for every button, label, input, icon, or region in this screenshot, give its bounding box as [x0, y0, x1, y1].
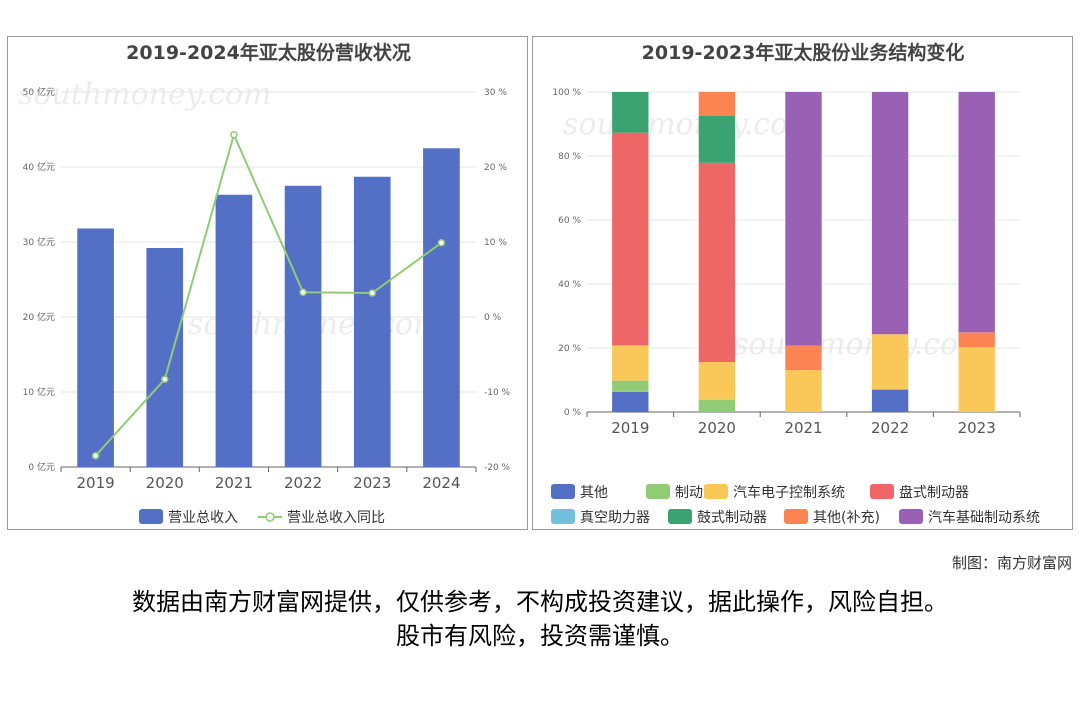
y-tick-label: 0 %	[564, 408, 582, 418]
revenue-bar	[146, 248, 184, 467]
x-tick-label: 2021	[215, 474, 253, 492]
stack-segment	[698, 92, 736, 116]
y-left-tick-label: 30 亿元	[23, 236, 55, 248]
x-tick-label: 2022	[284, 474, 322, 492]
legend-label: 鼓式制动器	[697, 510, 767, 526]
y-right-tick-label: -10 %	[484, 388, 511, 398]
yoy-line	[94, 131, 443, 457]
x-tick-label: 2023	[353, 474, 391, 492]
y-left-tick-label: 0 亿元	[28, 461, 55, 473]
legend-label: 盘式制动器	[899, 484, 969, 501]
legend-marker-yoy	[265, 512, 275, 522]
legend-swatch	[646, 484, 670, 499]
legend-swatch-revenue	[139, 509, 163, 524]
x-tick-label: 2019	[611, 419, 649, 437]
y-tick-label: 40 %	[558, 280, 581, 290]
yoy-point	[230, 131, 238, 139]
disclaimer-line-2: 股市有风险，投资需谨慎。	[396, 622, 684, 650]
stack-segment	[698, 116, 736, 163]
legend-swatch	[704, 484, 728, 499]
revenue-bar	[353, 176, 391, 467]
revenue-bar	[77, 228, 114, 467]
stack-segment	[871, 389, 909, 412]
yoy-point	[161, 375, 169, 383]
stack-segment	[612, 345, 649, 381]
legend-label: 真空助力器	[580, 510, 650, 526]
y-right-tick-label: 20 %	[484, 163, 507, 173]
legend-label-revenue: 营业总收入	[168, 510, 238, 526]
stack-segment	[612, 391, 649, 412]
legend-swatch	[870, 484, 894, 499]
x-tick-label: 2020	[698, 419, 736, 437]
x-tick-label: 2024	[422, 474, 460, 492]
revenue-bar	[215, 194, 253, 467]
legend-swatch	[784, 509, 808, 524]
y-left-tick-label: 50 亿元	[23, 86, 55, 98]
revenue-bar	[284, 185, 322, 467]
x-tick-label: 2019	[76, 474, 114, 492]
chart-title: 2019-2023年亚太股份业务结构变化	[642, 41, 965, 64]
y-tick-label: 60 %	[558, 216, 581, 226]
y-right-tick-label: -20 %	[484, 463, 511, 473]
stack-segment	[698, 362, 736, 400]
revenue-bar	[423, 148, 460, 467]
y-tick-label: 80 %	[558, 152, 581, 162]
stack-segment	[958, 92, 995, 333]
legend-label: 汽车基础制动系统	[928, 509, 1040, 526]
stack-segment	[871, 92, 909, 335]
stack-segment	[785, 92, 822, 346]
legend-swatch	[899, 509, 923, 524]
legend-label-yoy: 营业总收入同比	[287, 510, 385, 526]
y-left-tick-label: 10 亿元	[23, 386, 55, 398]
yoy-point	[368, 289, 376, 297]
stack-segment	[785, 345, 822, 371]
legend-swatch	[551, 509, 575, 524]
legend-label: 汽车电子控制系统	[733, 484, 845, 501]
revenue-chart-panel: southmoney.com southmoney.com 2019-2024年…	[7, 36, 528, 530]
y-tick-label: 100 %	[552, 88, 581, 98]
chart-title: 2019-2024年亚太股份营收状况	[126, 41, 411, 64]
yoy-point	[437, 239, 446, 247]
stack-segment	[871, 334, 909, 390]
legend-label: 其他(补充)	[813, 510, 880, 526]
structure-chart: 2019-2023年亚太股份业务结构变化 0 % 20 % 40 % 60 % 80 % 1…	[551, 41, 1040, 526]
revenue-chart: 2019-2024年亚太股份营收状况 0 亿元 10 亿元 20 亿元 30 亿元 40 …	[23, 41, 511, 526]
legend-swatch	[551, 484, 575, 499]
disclaimer-line-1: 数据由南方财富网提供，仅供参考，不构成投资建议，据此操作，风险自担。	[132, 588, 948, 616]
x-tick-label: 2023	[958, 419, 996, 437]
y-tick-label: 20 %	[558, 344, 581, 354]
stack-segment	[958, 347, 995, 412]
stack-segment	[958, 332, 995, 348]
stack-segment	[612, 132, 649, 346]
x-tick-label: 2022	[871, 419, 909, 437]
y-right-tick-label: 10 %	[484, 238, 507, 248]
stack-segment	[785, 370, 822, 412]
yoy-point	[91, 452, 100, 460]
legend-swatch	[668, 509, 692, 524]
stack-segment	[698, 162, 736, 363]
structure-chart-panel: southmoney.com southmoney.com 2019-2023年…	[532, 36, 1073, 530]
y-right-tick-label: 0 %	[484, 313, 502, 323]
stack-segment	[612, 380, 649, 392]
legend-label: 其他	[580, 485, 608, 501]
stack-segment	[612, 92, 649, 133]
y-left-tick-label: 20 亿元	[23, 311, 55, 323]
y-right-tick-label: 30 %	[484, 88, 507, 98]
yoy-point	[299, 288, 307, 296]
chart-credit: 制图：南方财富网	[951, 554, 1072, 572]
x-tick-label: 2021	[784, 419, 822, 437]
stack-segment	[698, 399, 736, 412]
x-tick-label: 2020	[146, 474, 184, 492]
y-left-tick-label: 40 亿元	[23, 161, 55, 173]
